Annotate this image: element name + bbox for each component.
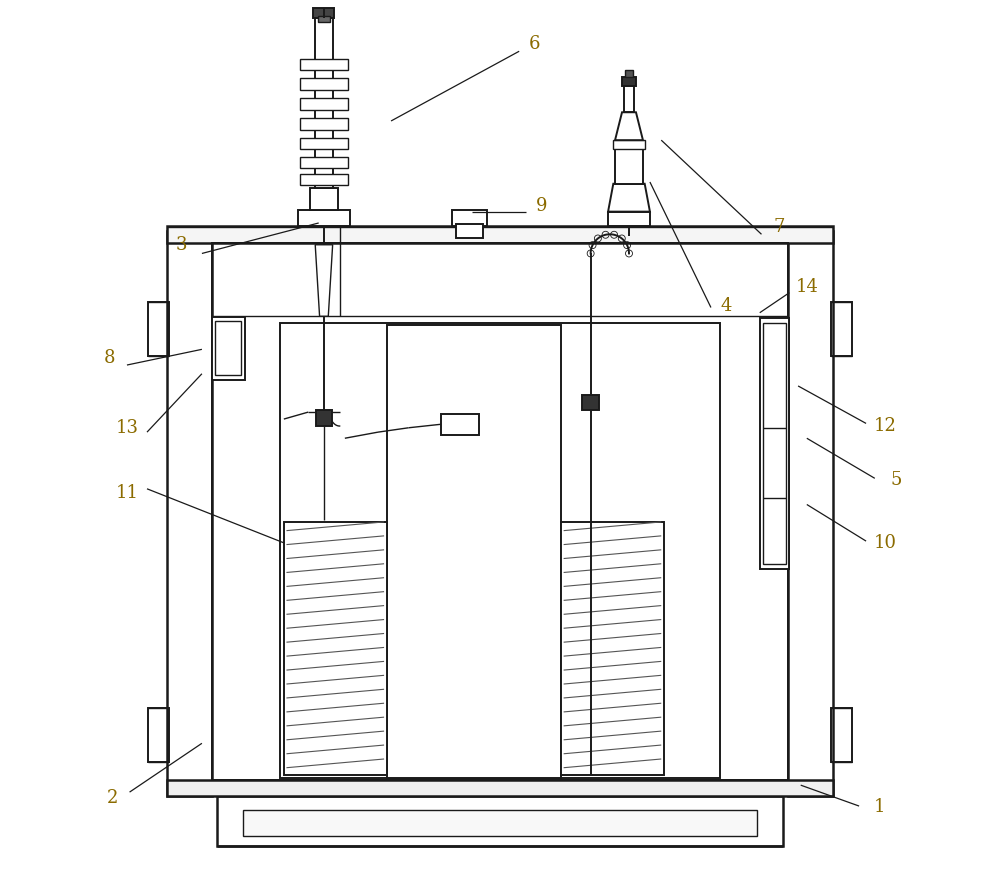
- Text: 1: 1: [873, 798, 885, 816]
- Bar: [300, 119, 348, 130]
- Bar: [167, 230, 212, 795]
- Bar: [615, 148, 643, 183]
- Bar: [582, 395, 599, 410]
- Bar: [217, 795, 783, 846]
- Bar: [212, 317, 245, 380]
- Bar: [625, 71, 633, 78]
- Bar: [300, 99, 348, 110]
- Bar: [167, 780, 833, 795]
- Polygon shape: [608, 183, 650, 211]
- Bar: [300, 157, 348, 168]
- Text: 4: 4: [721, 297, 732, 315]
- Bar: [831, 709, 852, 762]
- Bar: [387, 325, 561, 778]
- Bar: [316, 410, 332, 426]
- Text: 12: 12: [874, 417, 897, 435]
- Text: 14: 14: [795, 278, 818, 296]
- Bar: [456, 223, 483, 237]
- Bar: [561, 522, 664, 774]
- Bar: [831, 302, 852, 356]
- Bar: [613, 141, 645, 149]
- Bar: [148, 709, 169, 762]
- Bar: [148, 302, 169, 356]
- Bar: [760, 318, 789, 569]
- Text: 5: 5: [891, 471, 902, 489]
- Bar: [300, 59, 348, 71]
- Bar: [310, 188, 338, 210]
- Bar: [313, 8, 334, 18]
- Polygon shape: [315, 244, 333, 316]
- Text: 2: 2: [106, 789, 118, 808]
- Bar: [300, 79, 348, 90]
- Text: 7: 7: [773, 218, 785, 237]
- Text: 3: 3: [176, 236, 188, 254]
- Bar: [243, 809, 757, 835]
- Bar: [624, 86, 634, 113]
- Text: 9: 9: [536, 196, 548, 215]
- Text: 10: 10: [874, 533, 897, 552]
- Bar: [167, 225, 833, 243]
- Bar: [300, 174, 348, 185]
- Bar: [298, 210, 350, 225]
- Bar: [300, 138, 348, 149]
- Bar: [788, 230, 833, 795]
- Text: 13: 13: [115, 419, 138, 436]
- Bar: [212, 243, 788, 780]
- Bar: [318, 16, 330, 23]
- Bar: [452, 210, 487, 225]
- Text: 6: 6: [529, 35, 541, 53]
- Bar: [622, 78, 636, 86]
- Text: 11: 11: [115, 485, 138, 502]
- Polygon shape: [615, 113, 643, 141]
- Bar: [441, 414, 479, 435]
- Bar: [215, 321, 241, 375]
- Bar: [284, 522, 387, 774]
- Bar: [280, 323, 720, 778]
- Bar: [315, 18, 333, 188]
- Text: 8: 8: [104, 349, 115, 367]
- Bar: [763, 323, 786, 564]
- Bar: [608, 211, 650, 225]
